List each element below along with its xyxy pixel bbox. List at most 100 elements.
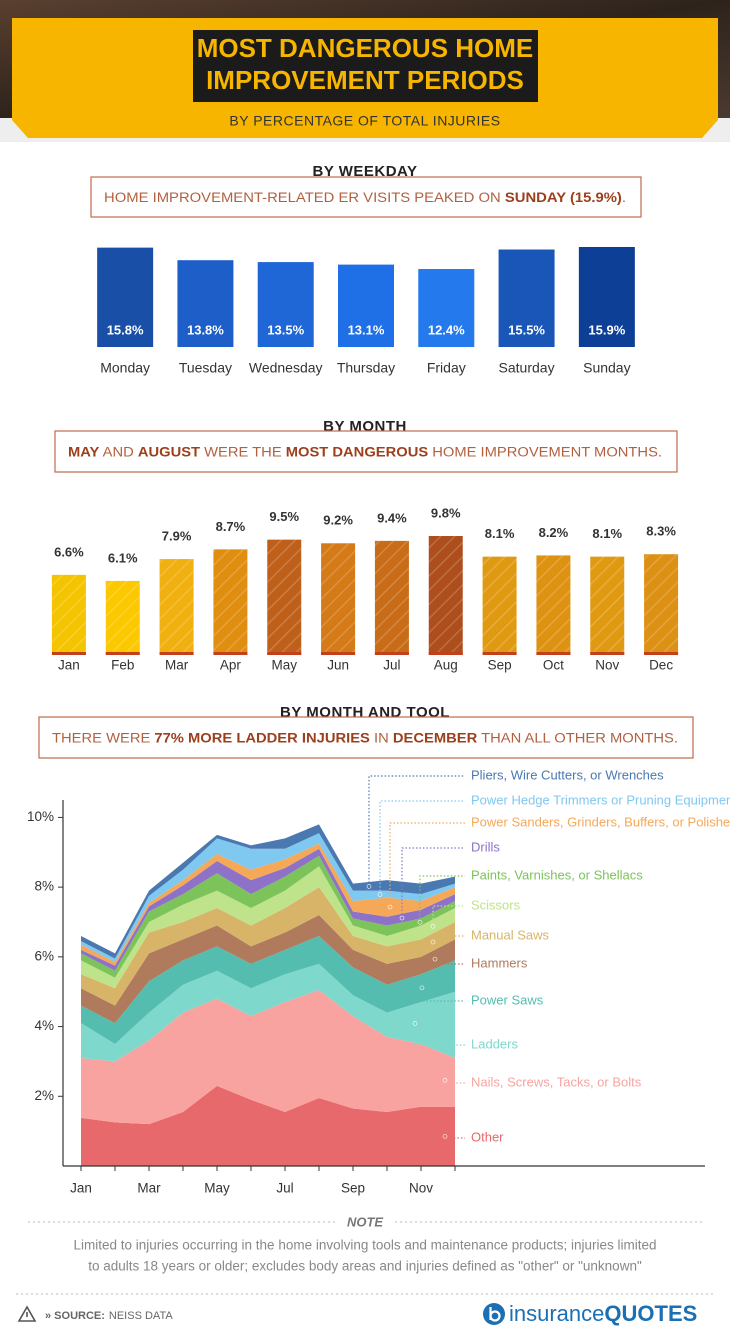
title: MOST DANGEROUS HOME bbox=[197, 33, 534, 63]
x-tick-label: Nov bbox=[595, 658, 619, 673]
value-label: 8.1% bbox=[592, 526, 622, 541]
annotation-part: DECEMBER bbox=[393, 730, 478, 745]
leader-dot bbox=[432, 956, 438, 962]
area bbox=[81, 855, 455, 978]
leader-dot bbox=[377, 892, 383, 897]
legend-label: Ladders bbox=[471, 1036, 518, 1051]
x-tick-label: Thursday bbox=[337, 360, 395, 376]
x-tick-label: Jan bbox=[70, 1181, 92, 1196]
bar-hatch bbox=[321, 543, 356, 655]
x-tick-label: Tuesday bbox=[179, 360, 232, 376]
annotation-part: AUGUST bbox=[138, 444, 201, 459]
annotation-part: MAY bbox=[68, 444, 99, 459]
x-tick-label: May bbox=[204, 1181, 230, 1196]
x-tick-label: Oct bbox=[543, 658, 564, 673]
legend-label: Drills bbox=[471, 839, 500, 854]
x-tick-label: Sep bbox=[341, 1181, 365, 1196]
x-tick-label: Friday bbox=[427, 360, 466, 376]
warning-icon bbox=[17, 1305, 37, 1322]
annotation-part: WERE THE bbox=[200, 444, 286, 459]
value-label: 8.2% bbox=[539, 525, 569, 540]
bar-base bbox=[159, 652, 194, 655]
x-tick-label: Saturday bbox=[499, 360, 555, 376]
bar bbox=[97, 247, 154, 347]
bar-base bbox=[321, 652, 356, 655]
value-label: 9.4% bbox=[377, 510, 407, 525]
bar-hatch bbox=[644, 554, 679, 655]
leader-line bbox=[421, 987, 465, 1002]
annotation-part: IN bbox=[370, 730, 393, 745]
leader-dot bbox=[442, 1134, 448, 1139]
subtitle: BY PERCENTAGE OF TOTAL INJURIES bbox=[229, 113, 500, 129]
area bbox=[81, 833, 455, 963]
bar-base bbox=[267, 652, 302, 655]
value-label: 9.2% bbox=[323, 513, 353, 528]
area bbox=[81, 866, 455, 989]
legend-label: Other bbox=[471, 1129, 504, 1144]
bar bbox=[257, 262, 314, 347]
bar-base bbox=[644, 652, 679, 655]
value-label: 6.6% bbox=[54, 544, 84, 559]
annotation-part: . bbox=[622, 190, 626, 205]
value-label: 13.8% bbox=[187, 322, 224, 337]
x-tick-label: Monday bbox=[100, 360, 150, 376]
value-label: 15.8% bbox=[107, 322, 144, 337]
annotation-part: HOME IMPROVEMENT MONTHS. bbox=[428, 444, 662, 459]
title: IMPROVEMENT PERIODS bbox=[206, 65, 524, 95]
annotation-part: AND bbox=[99, 444, 137, 459]
leader-line bbox=[419, 875, 465, 923]
area bbox=[81, 843, 455, 966]
x-tick-label: Dec bbox=[649, 658, 673, 673]
bar-base bbox=[105, 652, 140, 655]
bar-hatch bbox=[159, 559, 194, 655]
value-label: 8.1% bbox=[485, 526, 515, 541]
annotation-box bbox=[54, 430, 678, 473]
annotation-part: 77% MORE LADDER INJURIES bbox=[154, 730, 369, 745]
x-tick-label: Feb bbox=[111, 658, 134, 673]
value-label: 15.5% bbox=[508, 322, 545, 337]
value-label: 13.1% bbox=[348, 322, 385, 337]
leader-dot bbox=[399, 915, 405, 921]
area bbox=[81, 963, 455, 1062]
x-tick-label: Aug bbox=[434, 658, 458, 673]
leader-dot bbox=[366, 884, 372, 889]
note-text: Limited to injuries occurring in the hom… bbox=[73, 1238, 656, 1253]
bar bbox=[578, 247, 635, 347]
leader-dot bbox=[412, 1021, 418, 1026]
annotation-part: SUNDAY (15.9%) bbox=[505, 190, 622, 205]
x-tick-label: Jul bbox=[383, 658, 400, 673]
bar-base bbox=[51, 652, 86, 655]
annotation-part: HOME IMPROVEMENT-RELATED ER VISITS PEAKE… bbox=[104, 190, 505, 205]
area bbox=[81, 1085, 455, 1166]
note-text: to adults 18 years or older; excludes bo… bbox=[88, 1259, 642, 1274]
leader-dot bbox=[430, 924, 436, 929]
legend-label: Manual Saws bbox=[471, 927, 550, 942]
value-label: 9.5% bbox=[269, 509, 299, 524]
bar bbox=[177, 260, 234, 347]
leader-line bbox=[368, 775, 465, 887]
x-tick-label: Sep bbox=[488, 658, 512, 673]
leader-dot bbox=[442, 1077, 448, 1083]
source: » SOURCE: NEISS DATA bbox=[45, 1310, 173, 1322]
x-tick-label: Jan bbox=[58, 658, 80, 673]
value-label: 12.4% bbox=[428, 322, 465, 337]
y-tick-label: 4% bbox=[34, 1018, 54, 1033]
leader-dot bbox=[430, 939, 436, 945]
bar-base bbox=[428, 652, 463, 655]
logo-text: insurance bbox=[509, 1301, 604, 1326]
bar-hatch bbox=[590, 556, 625, 655]
bar bbox=[338, 264, 394, 347]
x-tick-label: Wednesday bbox=[249, 360, 323, 376]
bar bbox=[418, 269, 475, 347]
bar-hatch bbox=[482, 556, 517, 655]
bar bbox=[498, 249, 555, 347]
x-tick-label: Mar bbox=[165, 658, 189, 673]
value-label: 6.1% bbox=[108, 550, 138, 565]
value-label: 15.9% bbox=[588, 322, 625, 337]
y-tick-label: 10% bbox=[27, 809, 54, 824]
annotation-part: MOST DANGEROUS bbox=[286, 444, 428, 459]
x-tick-label: May bbox=[271, 658, 297, 673]
x-tick-label: Nov bbox=[409, 1181, 433, 1196]
annotation-part: THERE WERE bbox=[52, 730, 154, 745]
